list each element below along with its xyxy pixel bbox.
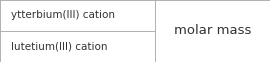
Text: ytterbium(III) cation: ytterbium(III) cation xyxy=(11,10,115,21)
Text: lutetium(III) cation: lutetium(III) cation xyxy=(11,41,107,52)
Text: molar mass: molar mass xyxy=(174,24,251,38)
